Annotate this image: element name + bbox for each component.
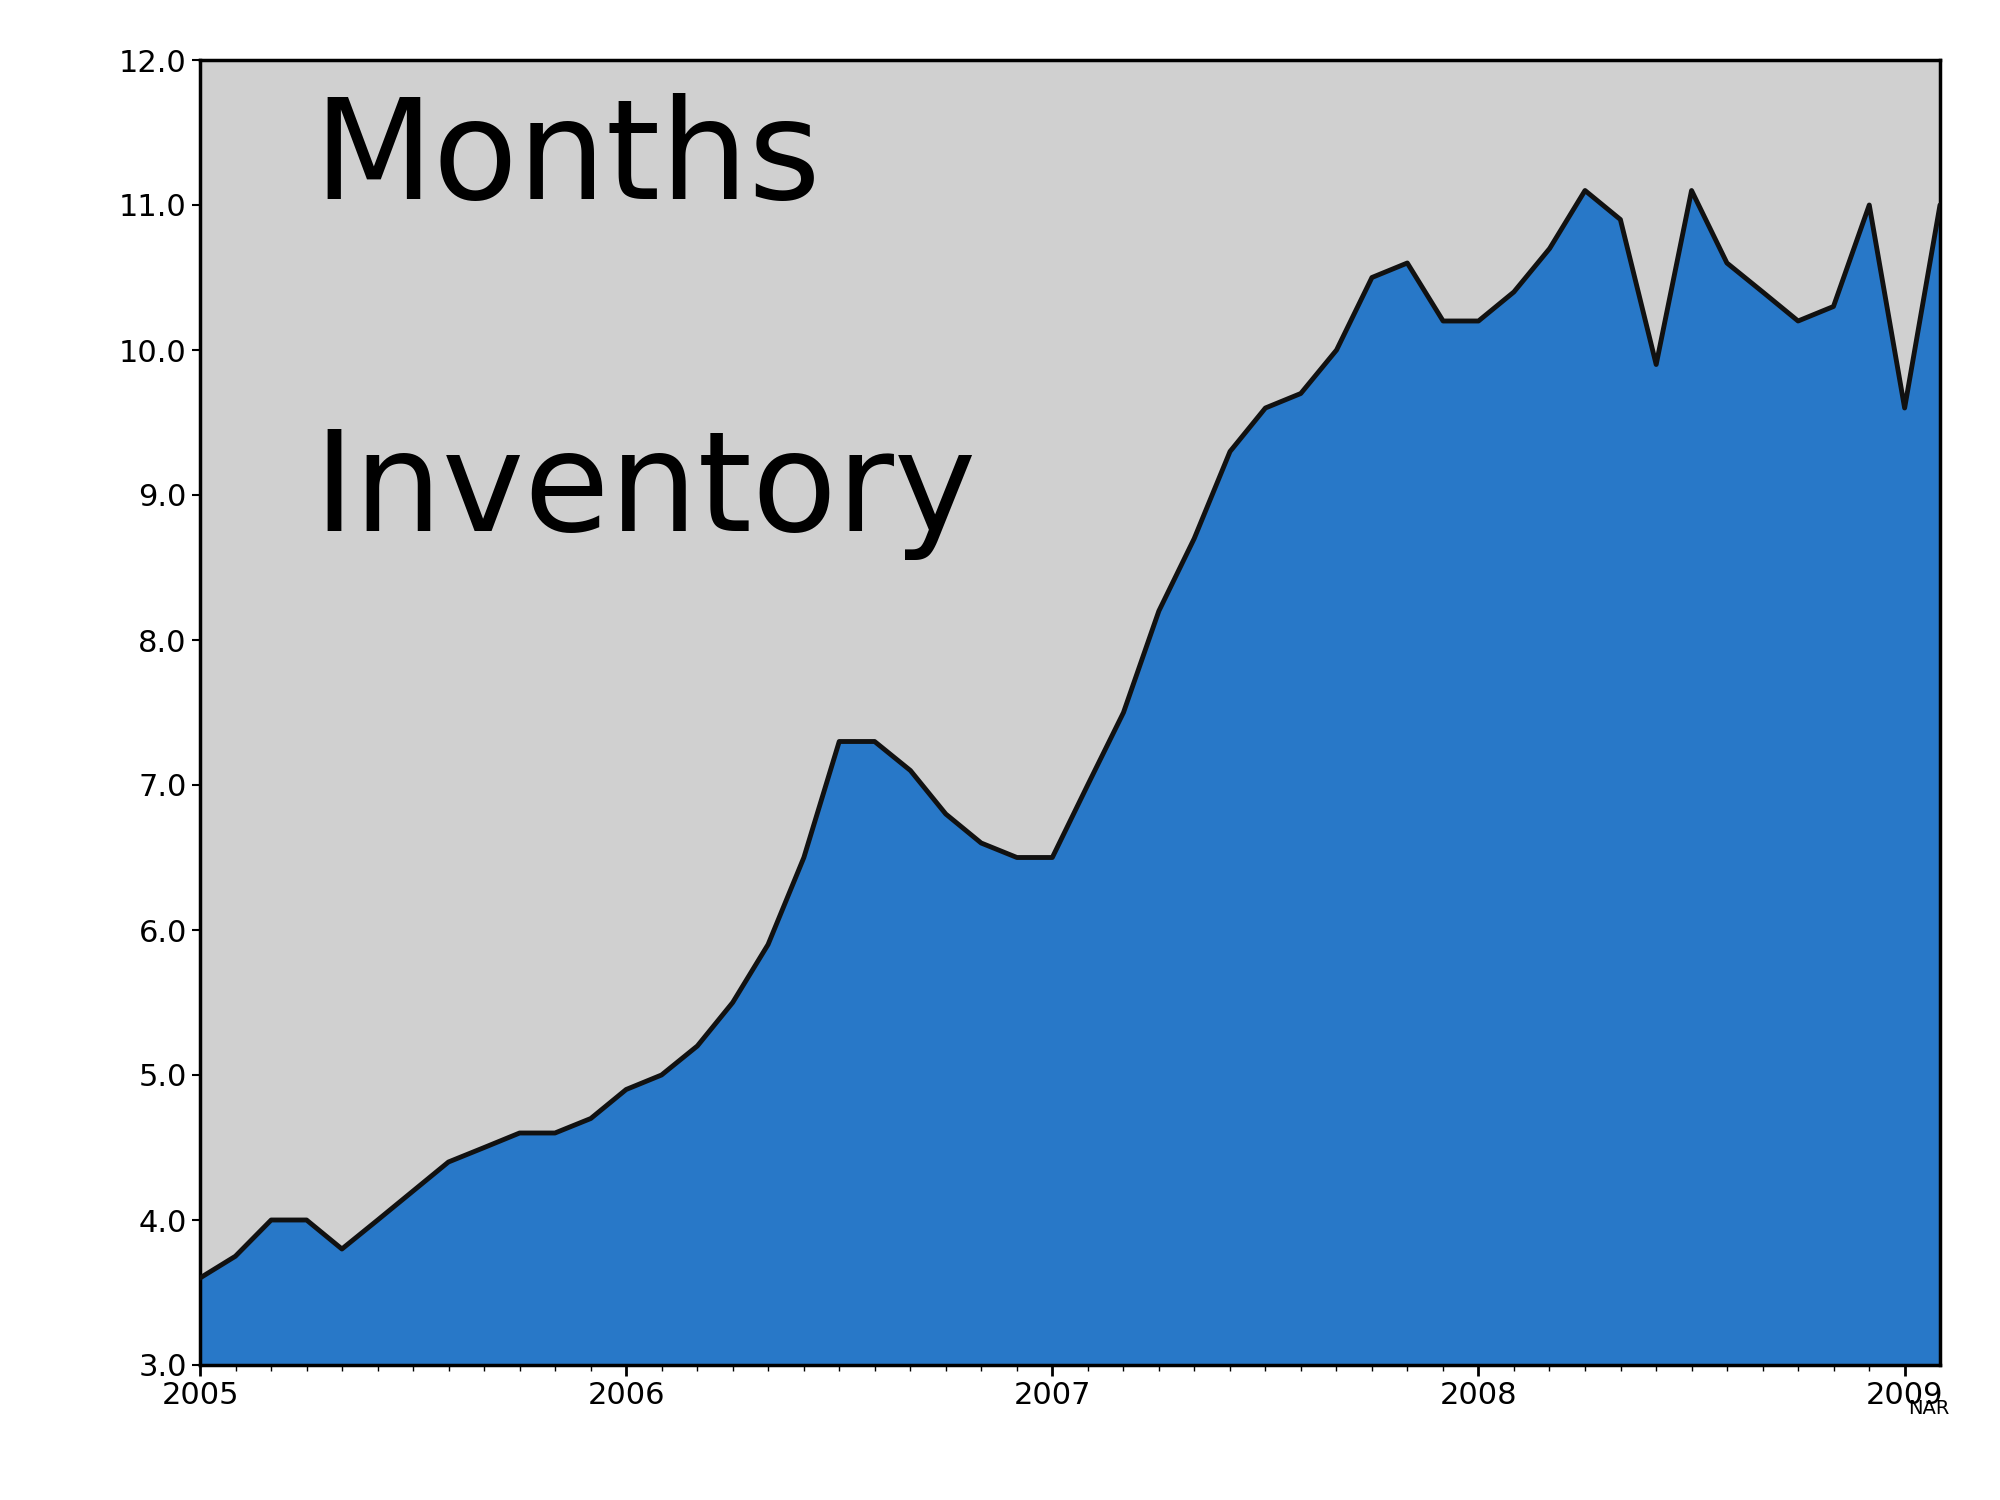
Text: NAR: NAR — [1908, 1398, 1950, 1417]
Text: Months: Months — [314, 93, 820, 228]
Text: Inventory: Inventory — [314, 426, 976, 561]
